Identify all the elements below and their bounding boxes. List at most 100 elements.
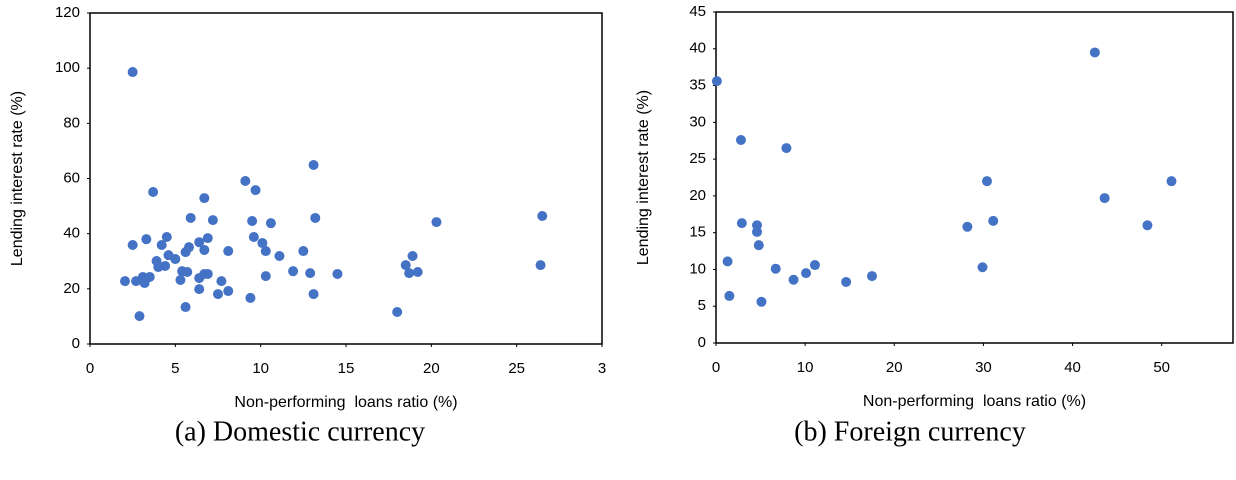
scatter-point — [866, 271, 877, 282]
scatter-point — [1142, 220, 1153, 231]
scatter-point — [160, 260, 171, 271]
scatter-point — [298, 246, 309, 257]
y-tick-label: 10 — [689, 260, 706, 277]
scatter-point — [207, 215, 218, 226]
x-tick-label: 20 — [886, 359, 903, 376]
plot-area — [89, 12, 603, 345]
scatter-point — [119, 276, 130, 287]
scatter-point — [407, 251, 418, 262]
scatter-point — [756, 296, 767, 307]
plot-area — [715, 11, 1234, 344]
y-tick-label: 30 — [689, 113, 706, 130]
scatter-point — [431, 217, 442, 228]
scatter-point — [722, 256, 733, 267]
scatter-point — [736, 218, 747, 229]
scatter-point — [127, 239, 138, 250]
scatter-point — [752, 226, 763, 237]
scatter-point — [310, 212, 321, 223]
caption: (b) Foreign currency — [794, 416, 1026, 447]
y-tick-label: 80 — [63, 114, 80, 131]
x-axis-title: Non-performing loans ratio (%) — [234, 394, 457, 411]
scatter-point — [535, 260, 546, 271]
scatter-point — [981, 176, 992, 187]
scatter-point — [962, 221, 973, 232]
scatter-point — [711, 76, 722, 87]
y-tick-label: 45 — [689, 3, 706, 20]
scatter-point — [199, 193, 210, 204]
scatter-point — [724, 290, 735, 301]
scatter-point — [308, 159, 319, 170]
scatter-point — [537, 211, 548, 222]
scatter-point — [305, 268, 316, 279]
y-tick-label: 35 — [689, 77, 706, 94]
scatter-point — [1089, 47, 1100, 58]
scatter-point — [1166, 176, 1177, 187]
y-tick-label: 0 — [72, 335, 80, 352]
scatter-point — [199, 244, 210, 255]
scatter-point — [770, 263, 781, 274]
scatter-point — [977, 262, 988, 273]
scatter-point — [781, 143, 792, 154]
scatter-point — [735, 134, 746, 145]
y-tick-label: 25 — [689, 150, 706, 167]
x-tick-label: 25 — [508, 360, 525, 377]
scatter-point — [257, 238, 268, 249]
scatter-point — [213, 289, 223, 300]
scatter-point — [194, 237, 205, 248]
scatter-point — [248, 231, 259, 242]
x-tick-label: 10 — [252, 360, 269, 377]
scatter-point — [274, 251, 285, 262]
scatter-point — [127, 67, 138, 78]
scatter-point — [753, 240, 764, 251]
scatter-point — [265, 218, 276, 229]
y-tick-label: 40 — [689, 40, 706, 57]
scatter-point — [180, 302, 191, 313]
scatter-point — [240, 175, 251, 186]
x-tick-label: 0 — [86, 360, 94, 377]
scatter-point — [202, 268, 213, 279]
scatter-point — [400, 260, 411, 271]
scatter-point — [156, 239, 167, 250]
scatter-point — [223, 246, 234, 257]
x-tick-label: 40 — [1064, 359, 1081, 376]
y-tick-label: 20 — [63, 280, 80, 297]
y-tick-label: 120 — [55, 4, 80, 21]
y-tick-label: 60 — [63, 169, 80, 186]
scatter-point — [175, 275, 186, 286]
scatter-point — [412, 267, 423, 278]
scatter-point — [288, 266, 299, 277]
y-tick-label: 100 — [55, 59, 80, 76]
x-tick-label: 5 — [171, 360, 179, 377]
scatter-point — [202, 233, 213, 244]
scatter-point — [988, 215, 999, 226]
scatter-point — [247, 215, 258, 226]
scatter-point — [332, 268, 343, 279]
scatter-point — [134, 311, 145, 322]
x-tick-label: 3 — [598, 360, 606, 377]
y-tick-label: 15 — [689, 224, 706, 241]
scatter-point — [250, 185, 261, 196]
y-tick-label: 0 — [698, 334, 706, 351]
scatter-point — [260, 271, 271, 282]
x-tick-label: 0 — [712, 359, 720, 376]
y-tick-label: 5 — [698, 297, 706, 314]
y-axis-title: Lending interest rate (%) — [9, 91, 26, 266]
scatter-point — [308, 289, 319, 300]
scatter-point — [183, 242, 194, 253]
scatter-point — [141, 234, 152, 245]
scatter-point — [404, 268, 415, 279]
scatter-point — [161, 231, 172, 242]
caption: (a) Domestic currency — [175, 416, 425, 447]
scatter-point — [223, 286, 234, 297]
y-tick-label: 40 — [63, 225, 80, 242]
scatter-point — [170, 254, 181, 265]
y-tick-label: 20 — [689, 187, 706, 204]
scatter-point — [148, 187, 159, 198]
x-axis-title: Non-performing loans ratio (%) — [863, 393, 1086, 410]
scatter-point — [185, 212, 196, 223]
scatter-point — [788, 274, 799, 285]
scatter-point — [144, 271, 155, 282]
scatter-point — [809, 260, 820, 271]
